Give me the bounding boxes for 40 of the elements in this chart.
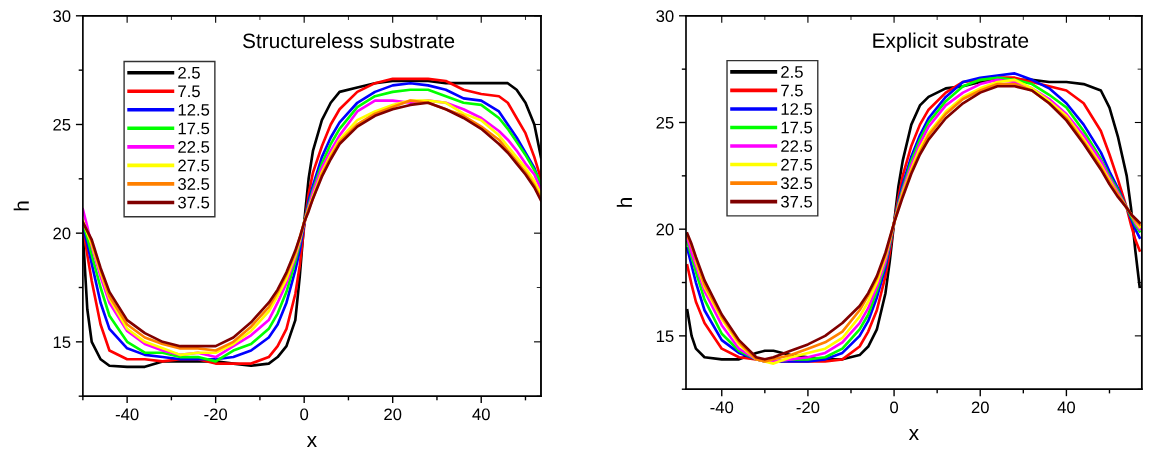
legend-label: 17.5 — [781, 121, 813, 134]
x-tick-label: 20 — [971, 401, 989, 414]
y-tick-label: 15 — [656, 330, 674, 343]
legend-label: 32.5 — [780, 177, 813, 190]
x-tick-label: 0 — [890, 401, 899, 414]
legend-label: 22.5 — [178, 141, 210, 153]
y-tick-label: 30 — [53, 10, 71, 23]
y-axis-title: h — [616, 198, 632, 207]
legend-label: 2.5 — [178, 66, 200, 79]
x-tick-label: 40 — [472, 408, 490, 421]
legend-label: 17.5 — [178, 122, 210, 135]
x-axis-title: x — [306, 435, 317, 447]
x-tick-label: 0 — [300, 408, 309, 421]
legend-label: 7.5 — [178, 85, 200, 98]
y-tick-label: 30 — [656, 10, 674, 23]
y-tick-label: 20 — [656, 223, 674, 236]
y-axis-title: h — [13, 201, 29, 211]
legend-label: 37.5 — [780, 195, 813, 208]
x-tick-label: -20 — [796, 401, 820, 414]
x-tick-label: -40 — [115, 408, 139, 421]
y-tick-label: 25 — [53, 118, 71, 131]
y-tick-label: 20 — [53, 227, 71, 240]
legend-label: 12.5 — [781, 103, 813, 115]
x-tick-label: -20 — [204, 408, 228, 421]
legend-label: 32.5 — [178, 178, 210, 190]
legend-label: 27.5 — [178, 159, 210, 172]
legend-label: 22.5 — [781, 140, 813, 153]
legend-label: 7.5 — [781, 84, 803, 97]
legend-label: 27.5 — [781, 158, 813, 171]
x-tick-label: 40 — [1057, 401, 1076, 414]
legend-label: 37.5 — [178, 196, 210, 209]
y-tick-label: 25 — [656, 116, 674, 129]
text: Explicit substrate — [873, 32, 1029, 53]
text: Structureless substrate — [243, 32, 455, 49]
y-tick-label: 15 — [53, 336, 71, 349]
legend-label: 12.5 — [178, 103, 210, 116]
legend-label: 2.5 — [781, 66, 803, 78]
x-tick-label: -40 — [710, 401, 734, 414]
x-tick-label: 20 — [384, 408, 402, 421]
x-axis-title: x — [908, 428, 919, 440]
